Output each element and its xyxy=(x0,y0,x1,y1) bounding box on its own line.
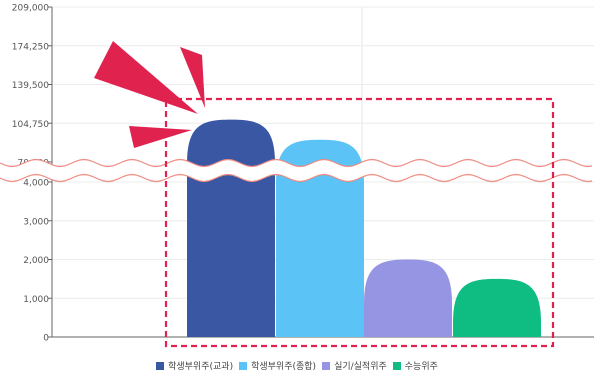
highlight-box xyxy=(164,97,555,348)
bars xyxy=(187,119,541,337)
legend-label: 학생부위주(교과) xyxy=(168,362,234,372)
legend-swatch xyxy=(156,362,165,370)
y-tick-label: 104,750 xyxy=(12,120,49,130)
legend-label: 학생부위주(종합) xyxy=(251,362,317,372)
legend-item: 실기/실적위주 xyxy=(322,359,387,372)
y-tick-label: 174,250 xyxy=(12,42,49,52)
legend: 학생부위주(교과) 학생부위주(종합) 실기/실적위주 수능위주 xyxy=(0,359,594,372)
bar xyxy=(453,278,541,337)
y-tick-label: 2,000 xyxy=(23,256,49,266)
y-tick-label: 209,000 xyxy=(12,4,49,14)
emphasis-spike xyxy=(180,47,205,108)
y-tick-label: 0 xyxy=(43,334,49,344)
emphasis-spike xyxy=(94,41,198,114)
bar xyxy=(187,119,275,337)
legend-swatch xyxy=(392,362,401,370)
legend-label: 실기/실적위주 xyxy=(334,362,387,372)
y-tick-label: 1,000 xyxy=(23,295,49,305)
y-axis: 01,0002,0003,0004,00070,000104,750139,50… xyxy=(12,4,594,344)
bar xyxy=(364,259,452,337)
axis-break-line-bottom xyxy=(0,173,593,183)
legend-label: 수능위주 xyxy=(404,362,438,372)
y-tick-label: 3,000 xyxy=(23,217,49,227)
legend-item: 학생부위주(교과) xyxy=(156,359,233,372)
bar xyxy=(276,139,364,337)
legend-swatch xyxy=(239,362,248,370)
y-tick-label: 4,000 xyxy=(23,179,49,189)
y-tick-label: 139,500 xyxy=(12,81,49,91)
axis-break-line-top xyxy=(0,158,593,168)
legend-swatch xyxy=(322,362,331,370)
highlight-annotation xyxy=(94,41,555,348)
legend-item: 수능위주 xyxy=(392,359,438,372)
emphasis-spike xyxy=(129,126,192,148)
axis-break-wave xyxy=(0,158,594,183)
legend-item: 학생부위주(종합) xyxy=(239,359,316,372)
